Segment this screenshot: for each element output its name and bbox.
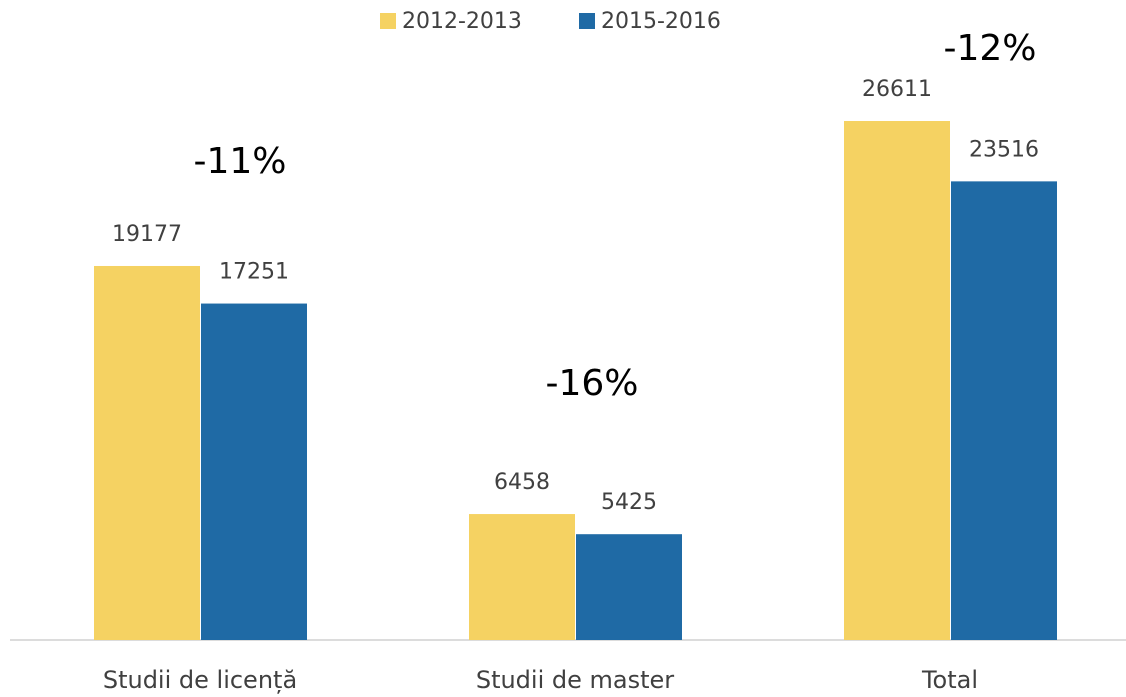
bar — [469, 514, 575, 640]
x-tick-label: Studii de master — [476, 666, 674, 694]
bar — [844, 121, 950, 640]
x-tick-label: Total — [921, 666, 978, 694]
data-label: 5425 — [601, 490, 657, 515]
legend-swatch — [579, 13, 595, 29]
annotation: -11% — [193, 141, 286, 182]
bar — [951, 181, 1057, 641]
annotation: -12% — [943, 28, 1036, 69]
legend-swatch — [380, 13, 396, 29]
data-label: 6458 — [494, 470, 550, 495]
legend-label: 2012-2013 — [402, 9, 522, 34]
bar — [201, 303, 307, 640]
bar — [94, 265, 200, 640]
data-label: 17251 — [219, 260, 289, 285]
data-label: 23516 — [969, 137, 1039, 162]
legend-label: 2015-2016 — [601, 9, 721, 34]
data-label: 26611 — [862, 77, 932, 102]
x-tick-label: Studii de licență — [103, 666, 297, 694]
data-label: 19177 — [112, 222, 182, 247]
annotation: -16% — [545, 363, 638, 404]
bar — [576, 534, 682, 640]
